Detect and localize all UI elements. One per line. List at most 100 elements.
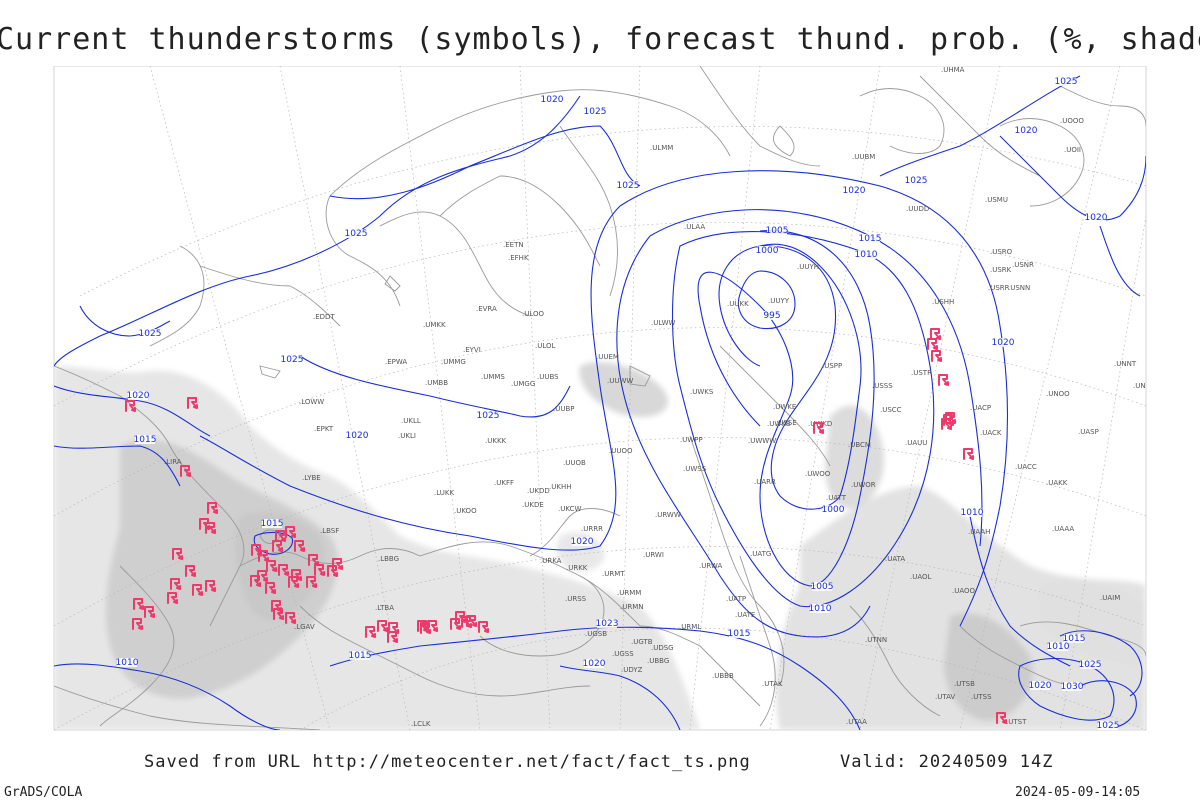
isobar-1025-far-west [79,305,171,337]
isobar-label-bg [262,519,282,528]
isobar-label-bg [1030,681,1050,690]
station-label: .UUWW [607,377,633,385]
isobar-label-bg [117,658,137,667]
isobar-label-bg [1080,660,1100,669]
isobar-label: 1020 [541,95,564,105]
thunderstorm-symbol [938,374,949,386]
thunderstorm-symbol [291,569,302,581]
station-label: .USHH [932,298,954,306]
station-label: .UWSS [683,465,707,473]
station-label: .LBSF [320,527,339,535]
isobar-label-bg [140,329,160,338]
thunderstorm-symbol [205,580,216,592]
isobar-label-bg [350,651,370,660]
isobar-labels: 1020 1025 1025 1025 1025 1025 1020 1015 1025 1020… [116,77,1119,730]
isobar-label: 1020 [571,537,594,547]
isobar-label-bg [135,435,155,444]
isobar-label-bg [572,537,592,546]
isobar-label-bg [1016,126,1036,135]
isobar-label: 1020 [1085,213,1108,223]
station-label: .URWI [643,551,664,559]
station-label: .UUKK [727,300,749,308]
thunderstorm-symbol [931,350,942,362]
station-label: .URRR [581,525,603,533]
station-label: .UNOO [1046,390,1070,398]
station-label: .UWKE [773,403,796,411]
isobar-1025-mid [299,355,571,418]
isobar-label: 1015 [134,435,157,445]
isobar-label-bg [1056,77,1076,86]
station-label: .EFHK [508,254,529,262]
thunderstorm-symbol [941,418,952,430]
isobar-label: 1010 [855,250,878,260]
isobar-1015-west [54,445,181,487]
station-label: .URWW [655,511,681,519]
isobar-label-bg [823,505,843,514]
isobar-label: 1020 [1029,681,1052,691]
station-label: .URML [679,623,701,631]
station-label: .UGSB [585,630,607,638]
isobar-label-bg [1048,642,1068,651]
isobar-caspian-2 [1059,630,1143,697]
isobar-label: 1025 [584,107,607,117]
thunderstorm-symbol [172,548,183,560]
station-label: .UTAA [846,718,867,726]
station-label: .UTNN [865,636,887,644]
isobar-label-bg [282,355,302,364]
station-label: .LYBE [302,474,321,482]
station-label: .EYVI [463,346,481,354]
station-label: .USRR [988,284,1010,292]
station-label: .UAAA [1052,525,1074,533]
station-label: .UAOL [910,573,932,581]
isobar-label: 1020 [1015,126,1038,136]
station-label: .EVRA [476,305,497,313]
station-label: .UKDD [527,487,550,495]
thunderstorm-symbol [192,584,203,596]
isobar-label-bg [729,629,749,638]
station-label: .UMMS [481,373,505,381]
map-title: Current thunderstorms (symbols), forecas… [0,22,1200,57]
thunderstorm-symbol [377,620,388,632]
thunderstorm-symbol [996,712,1007,724]
isobar-label: 1005 [811,582,834,592]
isobar-label-bg [962,508,982,517]
station-label: .UKFF [494,479,514,487]
station-label: .UATT [826,494,847,502]
station-label: .UKLL [401,417,421,425]
station-label: .UUOB [563,459,586,467]
station-label: .LCLK [411,720,431,728]
weather-map: 1020 1025 1025 1025 1025 1025 1020 1015 1025 1020… [53,66,1147,731]
station-label: .USMU [985,196,1008,204]
station-label: .USRK [990,266,1012,274]
thunderstorm-symbol [387,631,398,643]
isobar-label-bg [757,246,777,255]
station-label: .LGAV [294,623,315,631]
isobar-label: 1025 [345,229,368,239]
station-label: .UWKB [767,420,791,428]
station-label: .UBBB [712,672,734,680]
station-label: .UBCM [848,441,871,449]
isobar-label: 1020 [843,186,866,196]
station-label: .UACK [980,429,1002,437]
isobar-1020-south [559,665,681,730]
source-url-text: Saved from URL http://meteocenter.net/fa… [144,752,751,772]
isobar-label: 1020 [992,338,1015,348]
thunderstorm-symbol [265,582,276,594]
isobar-label-bg [1064,634,1084,643]
thunderstorm-symbol [272,540,283,552]
station-label: .LUKK [434,489,454,497]
station-label: .UUOO [609,447,633,455]
station-label: .UATE [735,611,755,619]
station-label: .UTAV [935,693,955,701]
station-label: .UMMG [441,358,466,366]
isobar-label: 1010 [809,604,832,614]
station-label: .UAKK [1046,479,1068,487]
station-label: .UTSB [954,680,975,688]
isobar-1015-ring [616,235,871,638]
station-label: .UTAK [762,680,783,688]
station-label: .UATG [750,550,771,558]
isobar-label: 1015 [1063,634,1086,644]
thunderstorm-symbol [420,622,431,634]
thunderstorm-symbol [125,400,136,412]
station-label: .UARR [754,478,776,486]
